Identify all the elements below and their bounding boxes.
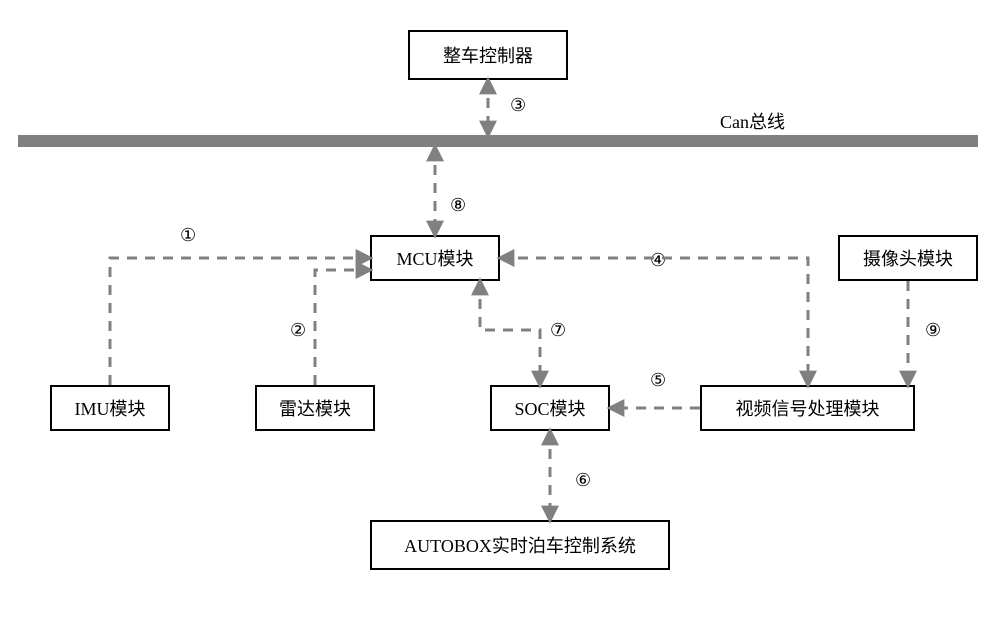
edge-label-2: ⑧ xyxy=(450,195,466,216)
edge-label-8: ⑨ xyxy=(925,320,941,341)
node-label: 视频信号处理模块 xyxy=(736,395,880,421)
edge-label-5: ④ xyxy=(650,250,666,271)
node-label: 摄像头模块 xyxy=(863,245,953,271)
node-label: IMU模块 xyxy=(75,395,146,421)
node-mcu: MCU模块 xyxy=(370,235,500,281)
node-label: 雷达模块 xyxy=(279,395,351,421)
node-label: SOC模块 xyxy=(514,395,585,421)
node-camera: 摄像头模块 xyxy=(838,235,978,281)
edge-label-7: ⑤ xyxy=(650,370,666,391)
edge-label-1: ③ xyxy=(510,95,526,116)
edge-label-4: ② xyxy=(290,320,306,341)
edge-label-3: ① xyxy=(180,225,196,246)
node-label: MCU模块 xyxy=(396,245,473,271)
node-autobox: AUTOBOX实时泊车控制系统 xyxy=(370,520,670,570)
node-imu: IMU模块 xyxy=(50,385,170,431)
edge-label-6: ⑦ xyxy=(550,320,566,341)
can-bus-label: Can总线 xyxy=(720,108,785,134)
node-label: AUTOBOX实时泊车控制系统 xyxy=(404,532,636,558)
node-vehicle-controller: 整车控制器 xyxy=(408,30,568,80)
can-bus-line xyxy=(18,135,978,147)
node-label: 整车控制器 xyxy=(443,42,533,68)
node-radar: 雷达模块 xyxy=(255,385,375,431)
node-video: 视频信号处理模块 xyxy=(700,385,915,431)
edge-label-9: ⑥ xyxy=(575,470,591,491)
node-soc: SOC模块 xyxy=(490,385,610,431)
